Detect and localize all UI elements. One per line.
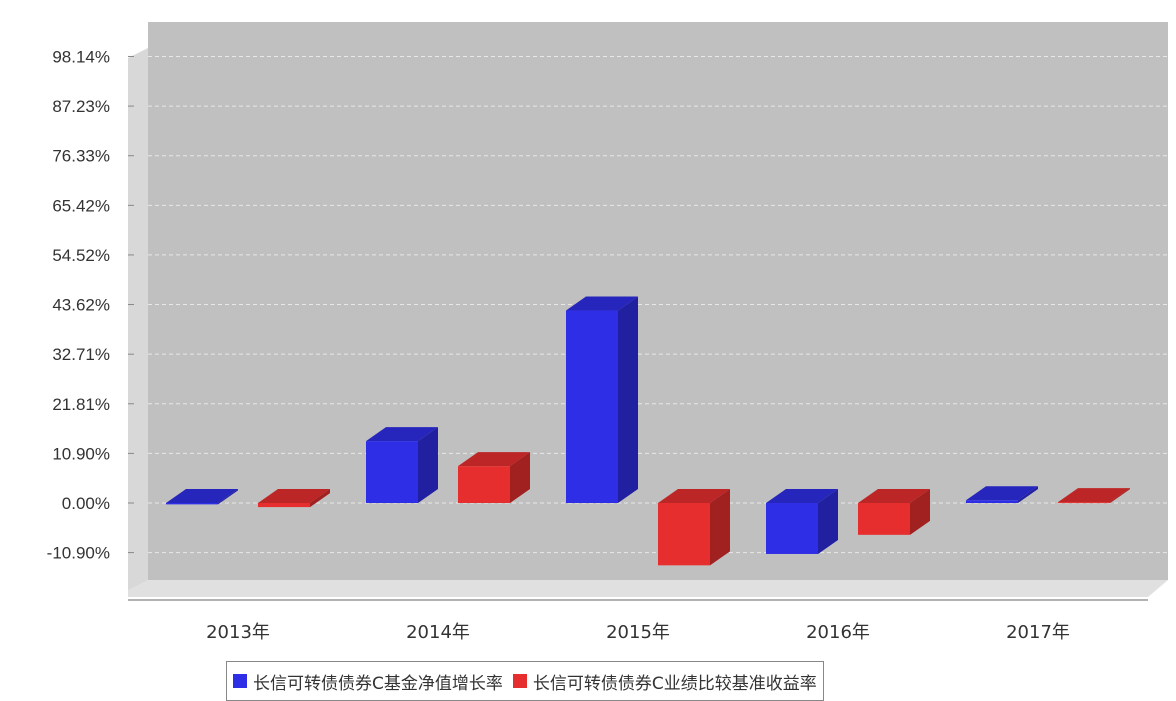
bar-top-face bbox=[966, 486, 1038, 501]
legend-item-nav: 长信可转债债券C基金净值增长率 bbox=[233, 669, 503, 694]
bar-nav-4 bbox=[966, 486, 1038, 503]
bar-side-face bbox=[618, 296, 638, 503]
bar-nav-3 bbox=[766, 489, 838, 554]
bar-top-face bbox=[166, 489, 238, 503]
x-tick-label: 2014年 bbox=[406, 622, 470, 643]
bar-benchmark-0 bbox=[258, 489, 330, 508]
x-tick-label: 2015年 bbox=[606, 622, 670, 643]
y-tick-label: 76.33% bbox=[52, 147, 110, 166]
bar-front-face bbox=[766, 503, 818, 554]
y-tick-label: -10.90% bbox=[47, 544, 110, 563]
plot-floor bbox=[128, 580, 1168, 597]
y-tick-label: 98.14% bbox=[52, 47, 110, 66]
bar-top-face bbox=[766, 489, 838, 503]
bar-side-face bbox=[218, 489, 238, 505]
y-tick-label: 65.42% bbox=[52, 196, 110, 215]
bar-benchmark-1 bbox=[458, 452, 530, 503]
bar-nav-0 bbox=[166, 489, 238, 505]
bar-side-face bbox=[310, 489, 330, 508]
grid-lines bbox=[148, 55, 1168, 554]
bar-front-face bbox=[458, 466, 510, 503]
legend: 长信可转债债券C基金净值增长率 长信可转债债券C业绩比较基准收益率 bbox=[226, 661, 824, 701]
bar-front-face bbox=[966, 500, 1018, 503]
bar-benchmark-2 bbox=[658, 489, 730, 566]
y-tick-label: 87.23% bbox=[52, 97, 110, 116]
plot-area bbox=[128, 22, 1168, 597]
bar-front-face bbox=[858, 503, 910, 535]
bars bbox=[166, 296, 1130, 566]
legend-item-benchmark: 长信可转债债券C业绩比较基准收益率 bbox=[512, 669, 817, 694]
y-tick-label: 21.81% bbox=[52, 395, 110, 414]
bar-nav-2 bbox=[566, 296, 638, 503]
bar-side-face bbox=[910, 489, 930, 535]
bar-front-face bbox=[258, 503, 310, 508]
legend-label-benchmark: 长信可转债债券C业绩比较基准收益率 bbox=[532, 673, 817, 694]
y-axis: 98.14% 87.23% 76.33% 65.42% 54.52% 43.62% 32.7… bbox=[47, 47, 134, 563]
bar-chart: 98.14% 87.23% 76.33% 65.42% 54.52% 43.62% 32.7… bbox=[47, 22, 1168, 643]
x-axis: 2013年 2014年 2015年 2016年 2017年 bbox=[206, 622, 1070, 643]
bar-nav-1 bbox=[366, 427, 438, 503]
legend-swatch-benchmark bbox=[512, 674, 527, 688]
bar-top-face bbox=[1058, 488, 1130, 503]
bar-benchmark-3 bbox=[858, 489, 930, 535]
bar-top-face bbox=[566, 296, 638, 311]
bar-front-face bbox=[1058, 502, 1110, 504]
bar-front-face bbox=[366, 441, 418, 503]
bar-benchmark-4 bbox=[1058, 488, 1130, 504]
y-tick-label: 10.90% bbox=[52, 444, 110, 463]
plot-left-wall bbox=[128, 48, 148, 590]
y-tick-label: 43.62% bbox=[52, 296, 110, 315]
bar-side-face bbox=[1018, 486, 1038, 503]
x-tick-label: 2013年 bbox=[206, 622, 270, 643]
bar-front-face bbox=[166, 503, 218, 505]
bar-top-face bbox=[258, 489, 330, 503]
bar-side-face bbox=[818, 489, 838, 554]
y-tick-label: 54.52% bbox=[52, 246, 110, 265]
x-tick-label: 2017年 bbox=[1006, 622, 1070, 643]
bar-side-face bbox=[1110, 488, 1130, 504]
bar-side-face bbox=[510, 452, 530, 503]
bar-top-face bbox=[858, 489, 930, 503]
legend-label-nav: 长信可转债债券C基金净值增长率 bbox=[253, 673, 503, 694]
y-tick-label: 0.00% bbox=[62, 494, 110, 513]
y-tick-label: 32.71% bbox=[52, 345, 110, 364]
bar-top-face bbox=[658, 489, 730, 503]
bar-side-face bbox=[418, 427, 438, 503]
bar-front-face bbox=[566, 310, 618, 503]
x-tick-label: 2016年 bbox=[806, 622, 870, 643]
bar-top-face bbox=[366, 427, 438, 442]
bar-front-face bbox=[658, 503, 710, 566]
legend-swatch-nav bbox=[233, 674, 247, 688]
bar-top-face bbox=[458, 452, 530, 467]
bar-side-face bbox=[710, 489, 730, 566]
